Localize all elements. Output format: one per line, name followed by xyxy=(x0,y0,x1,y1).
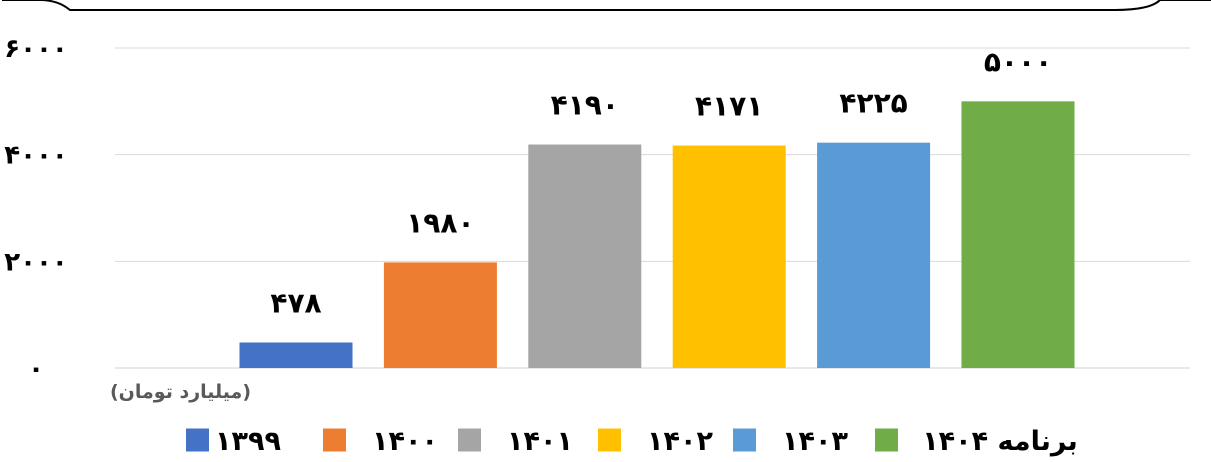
legend-label: ۱۴۰۳ xyxy=(782,426,848,457)
y-tick-label: ۰ xyxy=(28,354,44,384)
legend-label: برنامه ۱۴۰۴ xyxy=(922,426,1078,457)
y-tick-label: ۴۰۰۰ xyxy=(4,141,67,171)
legend-label: ۱۴۰۲ xyxy=(647,426,713,457)
legend-swatch xyxy=(186,428,209,452)
legend-swatch xyxy=(875,428,898,452)
bar xyxy=(817,142,931,368)
legend-label: ۱۳۹۹ xyxy=(215,426,281,457)
y-unit-label: (میلیارد تومان) xyxy=(110,381,251,403)
data-label: ۴۷۸ xyxy=(270,287,321,320)
data-label: ۴۱۷۱ xyxy=(695,90,763,123)
data-label: ۵۰۰۰ xyxy=(984,45,1052,78)
data-label: ۱۹۸۰ xyxy=(406,206,474,239)
legend: ۱۳۹۹ ۱۴۰۰ ۱۴۰۱ ۱۴۰۲ ۱۴۰۳ برنامه ۱۴۰۴ xyxy=(186,426,1078,457)
bar xyxy=(528,144,642,368)
data-label: ۴۲۲۵ xyxy=(839,87,907,120)
bar xyxy=(961,101,1075,368)
data-label: ۴۱۹۰ xyxy=(551,89,619,122)
y-tick-label: ۶۰۰۰ xyxy=(4,34,67,64)
legend-label: ۱۴۰۰ xyxy=(372,426,438,457)
bar xyxy=(239,342,353,368)
y-tick-label: ۲۰۰۰ xyxy=(4,247,67,277)
legend-swatch xyxy=(733,428,756,452)
legend-label: ۱۴۰۱ xyxy=(507,426,573,457)
chart-frame xyxy=(2,0,1161,11)
bar xyxy=(383,262,497,368)
legend-swatch xyxy=(598,428,621,452)
legend-swatch xyxy=(458,428,481,452)
legend-swatch xyxy=(323,428,346,452)
bar xyxy=(672,145,786,368)
